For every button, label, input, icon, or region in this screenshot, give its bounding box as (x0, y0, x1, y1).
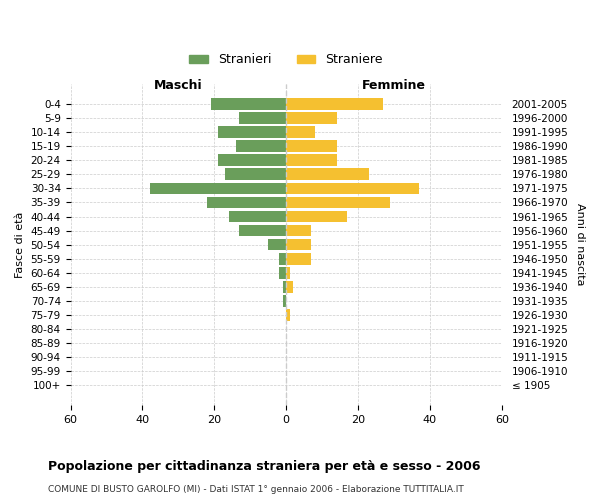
Bar (286, 98, 383, 110)
Bar (286, 182, 419, 194)
Bar (286, 252, 311, 264)
Bar (149, 182, 286, 194)
Bar (211, 98, 286, 110)
Bar (286, 112, 337, 124)
Bar (239, 224, 286, 236)
Bar (236, 140, 286, 152)
Bar (218, 126, 286, 138)
Bar (268, 238, 286, 250)
Bar (283, 280, 286, 292)
Bar (279, 252, 286, 264)
Y-axis label: Anni di nascita: Anni di nascita (575, 204, 585, 286)
Bar (286, 210, 347, 222)
Text: Popolazione per cittadinanza straniera per età e sesso - 2006: Popolazione per cittadinanza straniera p… (48, 460, 481, 473)
Legend: Stranieri, Straniere: Stranieri, Straniere (184, 48, 388, 72)
Y-axis label: Fasce di età: Fasce di età (15, 212, 25, 278)
Bar (207, 196, 286, 208)
Text: Femmine: Femmine (362, 79, 426, 92)
Bar (286, 168, 369, 180)
Bar (286, 196, 391, 208)
Bar (239, 112, 286, 124)
Bar (283, 294, 286, 306)
Text: COMUNE DI BUSTO GAROLFO (MI) - Dati ISTAT 1° gennaio 2006 - Elaborazione TUTTITA: COMUNE DI BUSTO GAROLFO (MI) - Dati ISTA… (48, 485, 464, 494)
Bar (286, 154, 337, 166)
Text: Maschi: Maschi (154, 79, 203, 92)
Bar (286, 308, 290, 320)
Bar (286, 140, 337, 152)
Bar (279, 266, 286, 278)
Bar (286, 280, 293, 292)
Bar (225, 168, 286, 180)
Bar (286, 126, 315, 138)
Bar (229, 210, 286, 222)
Bar (218, 154, 286, 166)
Bar (286, 224, 311, 236)
Bar (286, 238, 311, 250)
Bar (286, 266, 290, 278)
